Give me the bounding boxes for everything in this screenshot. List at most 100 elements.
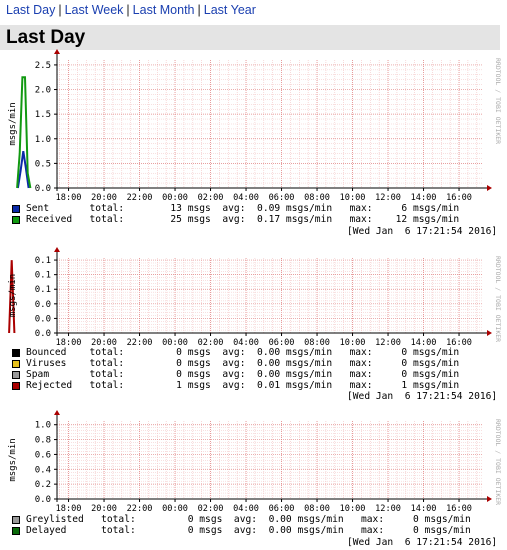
x-tick-label: 02:00 [198, 504, 224, 514]
x-axis-arrow [487, 496, 492, 502]
nav-separator: | [126, 3, 130, 17]
y-tick-label: 0.0 [35, 314, 51, 324]
legend-text: Viruses total: 0 msgs avg: 0.00 msgs/min… [26, 358, 460, 369]
x-tick-label: 20:00 [91, 504, 117, 514]
legend-swatch [12, 516, 20, 524]
x-tick-label: 00:00 [162, 504, 188, 514]
x-tick-label: 18:00 [56, 338, 82, 348]
y-axis-arrow [54, 247, 60, 252]
timestamp: [Wed Jan 6 17:21:54 2016] [347, 226, 498, 237]
x-tick-label: 16:00 [446, 338, 472, 348]
legend-text: Greylisted total: 0 msgs avg: 0.00 msgs/… [26, 514, 471, 525]
y-tick-label: 0.6 [35, 450, 51, 460]
x-tick-label: 14:00 [411, 338, 437, 348]
y-tick-label: 2.5 [35, 61, 51, 71]
y-tick-label: 0.5 [35, 159, 51, 169]
x-tick-label: 08:00 [304, 338, 330, 348]
x-tick-label: 16:00 [446, 193, 472, 203]
nav-separator: | [58, 3, 62, 17]
x-tick-label: 06:00 [269, 193, 295, 203]
y-tick-label: 0.0 [35, 329, 51, 339]
x-tick-label: 18:00 [56, 504, 82, 514]
y-tick-label: 0.1 [35, 285, 51, 295]
timestamp: [Wed Jan 6 17:21:54 2016] [347, 537, 498, 548]
rrdtool-watermark: RRDTOOL / TOBI OETIKER [494, 256, 502, 342]
y-axis-arrow [54, 49, 60, 54]
chart-plot: 0.0 0.2 0.4 0.6 0.8 1.0 18:00 20:00 22:00 00:00 02… [8, 410, 502, 514]
x-tick-label: 00:00 [162, 338, 188, 348]
x-tick-label: 06:00 [269, 338, 295, 348]
y-tick-label: 1.0 [35, 421, 51, 431]
y-axis-title: msgs/min [8, 102, 18, 145]
legend-swatch [12, 527, 20, 535]
y-tick-label: 1.5 [35, 110, 51, 120]
x-tick-label: 12:00 [375, 504, 401, 514]
rrdtool-watermark: RRDTOOL / TOBI OETIKER [494, 419, 502, 505]
y-tick-label: 0.0 [35, 495, 51, 505]
x-tick-label: 10:00 [340, 504, 366, 514]
y-tick-label: 0.0 [35, 184, 51, 194]
chart-plot: 0.0 0.0 0.0 0.1 0.1 0.1 18:00 20:00 22:00 00:00 02… [8, 247, 502, 348]
x-tick-label: 04:00 [233, 338, 259, 348]
legend-swatch [12, 382, 20, 390]
x-tick-label: 12:00 [375, 338, 401, 348]
legend-text: Rejected total: 1 msgs avg: 0.01 msgs/mi… [26, 380, 460, 391]
period-nav: Last Day | Last Week | Last Month | Last Year [6, 3, 256, 17]
y-tick-label: 0.1 [35, 271, 51, 281]
legend-swatch [12, 371, 20, 379]
y-tick-label: 0.8 [35, 436, 51, 446]
x-axis-arrow [487, 185, 492, 191]
x-axis-arrow [487, 330, 492, 336]
timestamp: [Wed Jan 6 17:21:54 2016] [347, 391, 498, 402]
x-tick-label: 04:00 [233, 504, 259, 514]
x-tick-label: 10:00 [340, 193, 366, 203]
legend-swatch [12, 216, 20, 224]
series-line-sent [16, 150, 30, 189]
legend-text: Delayed total: 0 msgs avg: 0.00 msgs/min… [26, 525, 471, 536]
y-tick-label: 0.0 [35, 300, 51, 310]
series-line-received [16, 76, 32, 189]
y-tick-label: 0.4 [35, 465, 51, 475]
x-tick-label: 20:00 [91, 338, 117, 348]
x-tick-label: 14:00 [411, 193, 437, 203]
nav-link-last-month[interactable]: Last Month [132, 3, 195, 17]
y-axis-arrow [54, 410, 60, 415]
graph-bounced-rejected: 0.0 0.0 0.0 0.1 0.1 0.1 18:00 20:00 22:00 00:00 02… [0, 247, 507, 410]
nav-link-last-week[interactable]: Last Week [64, 3, 124, 17]
x-tick-label: 08:00 [304, 504, 330, 514]
x-tick-label: 22:00 [127, 338, 153, 348]
x-tick-label: 22:00 [127, 504, 153, 514]
legend-text: Spam total: 0 msgs avg: 0.00 msgs/min ma… [26, 369, 460, 380]
nav-link-last-year[interactable]: Last Year [203, 3, 256, 17]
legend-text: Bounced total: 0 msgs avg: 0.00 msgs/min… [26, 347, 460, 358]
y-axis-title: msgs/min [8, 438, 18, 481]
legend-swatch [12, 205, 20, 213]
x-tick-label: 18:00 [56, 193, 82, 203]
y-axis-title: msgs/min [8, 274, 18, 317]
x-tick-label: 10:00 [340, 338, 366, 348]
legend-text: Sent total: 13 msgs avg: 0.09 msgs/min m… [26, 203, 460, 214]
x-tick-label: 14:00 [411, 504, 437, 514]
chart-plot: 0.0 0.5 1.0 1.5 2.0 2.5 18:00 20:00 22:00 00:00 02… [8, 49, 502, 203]
x-tick-label: 20:00 [91, 193, 117, 203]
y-tick-label: 2.0 [35, 86, 51, 96]
page-title: Last Day [6, 27, 86, 48]
x-tick-label: 08:00 [304, 193, 330, 203]
x-tick-label: 12:00 [375, 193, 401, 203]
graph-greylisted-delayed: 0.0 0.2 0.4 0.6 0.8 1.0 18:00 20:00 22:00 00:00 02… [0, 410, 507, 550]
legend-swatch [12, 349, 20, 357]
legend-swatch [12, 360, 20, 368]
x-tick-label: 02:00 [198, 338, 224, 348]
x-tick-label: 06:00 [269, 504, 295, 514]
y-tick-label: 0.2 [35, 480, 51, 490]
x-tick-label: 16:00 [446, 504, 472, 514]
x-tick-label: 02:00 [198, 193, 224, 203]
x-tick-label: 04:00 [233, 193, 259, 203]
x-tick-label: 00:00 [162, 193, 188, 203]
legend-text: Received total: 25 msgs avg: 0.17 msgs/m… [26, 214, 460, 225]
x-tick-label: 22:00 [127, 193, 153, 203]
series-line-rejected [8, 260, 16, 334]
nav-separator: | [197, 3, 201, 17]
nav-link-last-day[interactable]: Last Day [6, 3, 56, 17]
y-tick-label: 1.0 [35, 135, 51, 145]
